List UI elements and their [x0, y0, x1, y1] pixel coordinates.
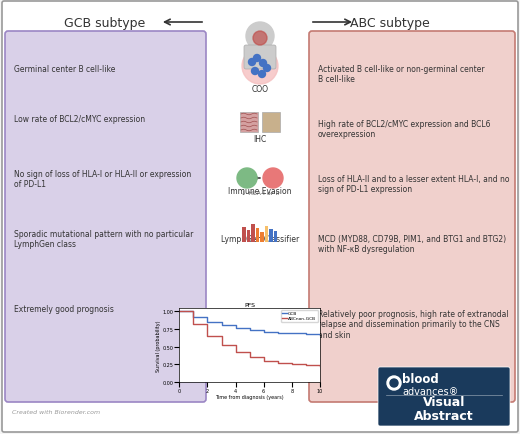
ABCnon-GCB	[190, 322, 197, 327]
ABCnon-GCB	[176, 309, 183, 314]
Bar	[265, 227, 268, 243]
Circle shape	[237, 169, 257, 188]
GCB	[303, 332, 309, 337]
ABCnon-GCB	[303, 362, 309, 368]
Circle shape	[263, 169, 283, 188]
FancyBboxPatch shape	[244, 46, 276, 70]
Text: Relatively poor prognosis, high rate of extranodal
relapse and dissemination pri: Relatively poor prognosis, high rate of …	[318, 309, 509, 339]
Text: Created with Biorender.com: Created with Biorender.com	[12, 410, 100, 414]
Text: ABC subtype: ABC subtype	[350, 16, 430, 30]
GCB	[218, 323, 225, 328]
Text: advances®: advances®	[402, 386, 458, 396]
GCB	[275, 330, 281, 335]
Text: blood: blood	[402, 373, 439, 386]
Text: Visual: Visual	[423, 395, 465, 408]
GCB	[289, 331, 295, 336]
FancyBboxPatch shape	[5, 32, 206, 402]
ABCnon-GCB	[261, 358, 267, 363]
Text: Immune Evasion: Immune Evasion	[228, 187, 292, 196]
Text: No sign of loss of HLA-I or HLA-II or expression
of PD-L1: No sign of loss of HLA-I or HLA-II or ex…	[14, 170, 191, 189]
Line: ABCnon-GCB: ABCnon-GCB	[179, 312, 320, 366]
Text: Prognosis/ Disease behavior: Prognosis/ Disease behavior	[206, 370, 314, 378]
FancyBboxPatch shape	[378, 367, 510, 426]
Text: GCB subtype: GCB subtype	[64, 16, 146, 30]
Circle shape	[259, 60, 267, 67]
GCB	[176, 309, 183, 314]
Text: Low rate of BCL2/cMYC expression: Low rate of BCL2/cMYC expression	[14, 115, 145, 124]
Text: Loss of HLA-II and to a lesser extent HLA-I, and no
sign of PD-L1 expression: Loss of HLA-II and to a lesser extent HL…	[318, 174, 510, 194]
Text: MCD (MYD88, CD79B, PIM1, and BTG1 and BTG2)
with NF-κB dysregulation: MCD (MYD88, CD79B, PIM1, and BTG1 and BT…	[318, 234, 506, 254]
ABCnon-GCB	[246, 355, 253, 360]
Text: High rate of BCL2/cMYC expression and BCL6
overexpression: High rate of BCL2/cMYC expression and BC…	[318, 120, 490, 139]
Circle shape	[254, 56, 261, 62]
ABCnon-GCB	[289, 362, 295, 367]
Title: PFS: PFS	[244, 303, 255, 308]
Bar	[260, 233, 264, 243]
GCB	[317, 332, 323, 338]
Circle shape	[246, 23, 274, 51]
Circle shape	[253, 32, 267, 46]
Text: Sporadic mutational pattern with no particular
LymphGen class: Sporadic mutational pattern with no part…	[14, 230, 193, 249]
Legend: GCB, ABCnon-GCB: GCB, ABCnon-GCB	[281, 310, 318, 322]
Circle shape	[252, 68, 258, 76]
Circle shape	[249, 59, 255, 66]
FancyBboxPatch shape	[240, 113, 258, 133]
Bar	[251, 224, 254, 243]
Text: Extremely good prognosis: Extremely good prognosis	[14, 304, 114, 313]
GCB	[261, 329, 267, 335]
GCB	[190, 315, 197, 320]
Bar	[246, 230, 250, 243]
ABCnon-GCB	[218, 343, 225, 348]
FancyBboxPatch shape	[262, 113, 280, 133]
Circle shape	[264, 66, 270, 72]
X-axis label: Time from diagnosis (years): Time from diagnosis (years)	[215, 395, 284, 400]
FancyBboxPatch shape	[309, 32, 515, 402]
Line: GCB: GCB	[179, 312, 320, 335]
ABCnon-GCB	[232, 350, 239, 355]
ABCnon-GCB	[204, 334, 211, 339]
Text: IHC: IHC	[253, 135, 267, 144]
FancyBboxPatch shape	[2, 2, 518, 432]
Text: Abstract: Abstract	[414, 410, 474, 423]
Circle shape	[387, 376, 401, 390]
Text: ↓ HLA-I or II: ↓ HLA-I or II	[241, 190, 279, 195]
ABCnon-GCB	[317, 363, 323, 368]
Text: Germinal center B cell-like: Germinal center B cell-like	[14, 65, 115, 74]
Text: COO: COO	[252, 85, 268, 94]
Y-axis label: Survival (probability): Survival (probability)	[156, 319, 161, 371]
GCB	[204, 319, 211, 325]
ABCnon-GCB	[275, 360, 281, 365]
Bar	[242, 227, 245, 243]
Bar	[269, 230, 272, 243]
Text: Activated B cell-like or non-germinal center
B cell-like: Activated B cell-like or non-germinal ce…	[318, 65, 485, 84]
Bar	[255, 228, 259, 243]
GCB	[232, 326, 239, 331]
Circle shape	[258, 71, 266, 78]
Text: LymphGen Classifier: LymphGen Classifier	[221, 235, 299, 244]
Circle shape	[242, 49, 278, 85]
Bar	[274, 231, 277, 243]
GCB	[246, 328, 253, 333]
Circle shape	[390, 379, 398, 387]
